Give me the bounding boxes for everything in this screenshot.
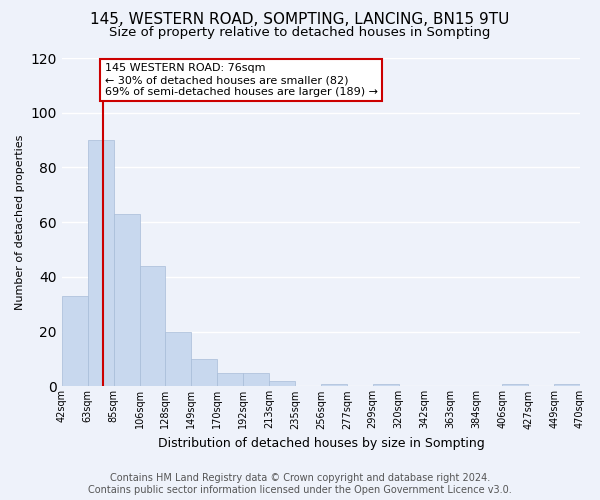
Bar (321, 384, 347, 386)
Bar (140, 266, 166, 386)
Bar (243, 372, 269, 386)
Bar (269, 381, 295, 386)
Bar (502, 384, 528, 386)
Bar (554, 384, 580, 386)
Bar (166, 332, 191, 386)
Bar (217, 372, 243, 386)
Bar (191, 359, 217, 386)
Text: 145 WESTERN ROAD: 76sqm
← 30% of detached houses are smaller (82)
69% of semi-de: 145 WESTERN ROAD: 76sqm ← 30% of detache… (104, 64, 377, 96)
Text: Size of property relative to detached houses in Sompting: Size of property relative to detached ho… (109, 26, 491, 39)
Text: Contains HM Land Registry data © Crown copyright and database right 2024.
Contai: Contains HM Land Registry data © Crown c… (88, 474, 512, 495)
X-axis label: Distribution of detached houses by size in Sompting: Distribution of detached houses by size … (158, 437, 484, 450)
Bar (62, 296, 88, 386)
Bar (88, 140, 113, 386)
Y-axis label: Number of detached properties: Number of detached properties (15, 134, 25, 310)
Bar (113, 214, 140, 386)
Text: 145, WESTERN ROAD, SOMPTING, LANCING, BN15 9TU: 145, WESTERN ROAD, SOMPTING, LANCING, BN… (91, 12, 509, 28)
Bar (373, 384, 398, 386)
